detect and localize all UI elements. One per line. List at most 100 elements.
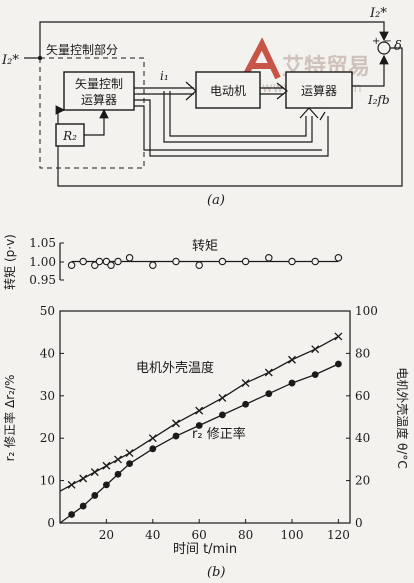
torque-point — [218, 257, 227, 266]
y-left-tick-label: 0 — [47, 516, 55, 530]
torque-point — [114, 257, 122, 266]
y-left-tick-label: 20 — [40, 431, 55, 445]
torque-point — [107, 261, 115, 269]
temp-point — [114, 455, 122, 464]
caption-a: (a) — [207, 193, 225, 208]
r2-point — [91, 492, 99, 499]
torque-ytick-label: 0.95 — [29, 273, 56, 287]
input-label: I₂* — [1, 53, 19, 68]
motor-calc-arrowhead — [276, 82, 288, 100]
watermark-logo-icon — [241, 37, 281, 80]
torque-point — [265, 254, 273, 262]
temp-point — [67, 480, 76, 489]
r2-point — [288, 379, 296, 387]
vector-control-group — [39, 57, 145, 169]
y-right-tick-label: 40 — [355, 431, 370, 445]
i1-label: i₁ — [160, 69, 169, 83]
y-right-tick-label: 20 — [355, 474, 370, 488]
r2-point — [68, 511, 75, 518]
bus-arrowhead-b — [319, 111, 326, 121]
motor-label: 电动机 — [210, 84, 246, 98]
y-right-tick-label: 80 — [355, 346, 370, 360]
controller-block — [63, 71, 135, 111]
bus-line-a — [163, 91, 313, 143]
bus-arrowhead — [299, 107, 319, 119]
controller-label-1: 矢量控制 — [75, 77, 123, 91]
error-wire — [55, 47, 403, 187]
temp-point — [90, 468, 99, 477]
main-chart: 20 40 60 80 100 120 0 10 20 30 40 50 0 20 40 60 80 100 电机… — [2, 304, 410, 580]
main-plot-frame — [59, 310, 351, 524]
torque-point — [67, 261, 76, 269]
main-ylabel-left: r₂ 修正率 Δr₂/% — [2, 375, 17, 462]
r2-point — [195, 422, 203, 429]
temp-point — [241, 379, 250, 388]
torque-point — [172, 257, 180, 266]
temp-series-label: 电机外壳温度 — [136, 360, 214, 376]
temp-point — [102, 461, 111, 470]
r2-point — [103, 481, 110, 489]
delta-label: δ — [394, 39, 402, 54]
r2-point — [114, 470, 122, 478]
x-tick-label: 20 — [99, 528, 114, 542]
temp-point — [288, 355, 296, 364]
x-tick-label: 40 — [145, 528, 160, 542]
temp-point — [264, 368, 273, 377]
block-diagram: I₂* I₂* + − δ I₂fb 矢量控制部分 矢量控制 运算器 R₂ 电动… — [1, 6, 403, 208]
r2-point — [242, 400, 250, 408]
temp-point — [79, 474, 88, 483]
y-left-tick-label: 10 — [40, 474, 55, 488]
caption-b: (b) — [207, 565, 225, 580]
torque-point — [125, 254, 134, 262]
x-tick-label: 80 — [238, 528, 253, 542]
torque-ytick-label: 1.05 — [29, 236, 56, 250]
temp-point — [125, 449, 134, 457]
main-xlabel: 时间 t/min — [173, 542, 237, 557]
temp-point — [195, 406, 204, 415]
torque-series — [67, 254, 343, 269]
temp-point — [148, 434, 157, 443]
r2-label: R₂ — [62, 129, 77, 143]
feedback-wire — [352, 54, 389, 87]
bus-line-b — [169, 91, 307, 137]
torque-ytick-label: 1.00 — [29, 255, 56, 269]
main-series — [59, 332, 343, 524]
reference-wire — [39, 21, 389, 58]
ref-label: I₂* — [369, 6, 387, 21]
motor-block — [195, 71, 261, 109]
r2-point — [311, 371, 319, 378]
y-right-tick-label: 100 — [355, 304, 378, 318]
calc-block — [285, 71, 353, 109]
temp-point — [311, 345, 320, 354]
y-right-tick-label: 60 — [355, 389, 370, 403]
torque-ylabel: 转矩 (p·v) — [2, 234, 17, 290]
torque-series-label: 转矩 — [192, 239, 218, 254]
summing-signs: + − — [372, 36, 392, 47]
r2-wire — [84, 108, 109, 136]
y-right-tick-label: 0 — [355, 516, 363, 530]
r2-point — [79, 502, 87, 510]
r2-point — [335, 360, 342, 368]
y-left-tick-label: 50 — [40, 304, 55, 318]
torque-point — [95, 257, 104, 266]
y-left-tick-label: 30 — [40, 389, 55, 403]
temp-point — [218, 393, 227, 402]
r2-point — [126, 460, 133, 468]
torque-point — [334, 254, 343, 262]
torque-point — [149, 261, 157, 269]
r2-point — [219, 411, 226, 419]
torque-point — [241, 257, 250, 266]
series-line-1 — [59, 363, 339, 524]
torque-point — [195, 261, 203, 269]
r2-point — [172, 432, 180, 440]
series-line-0 — [59, 335, 339, 492]
x-tick-label: 60 — [192, 528, 207, 542]
calc-label: 运算器 — [301, 83, 337, 98]
bus-line-d — [134, 105, 322, 151]
r2-point — [149, 445, 157, 453]
torque-point — [311, 257, 319, 266]
feedback-label: I₂fb — [367, 93, 390, 107]
temp-point — [334, 332, 343, 341]
